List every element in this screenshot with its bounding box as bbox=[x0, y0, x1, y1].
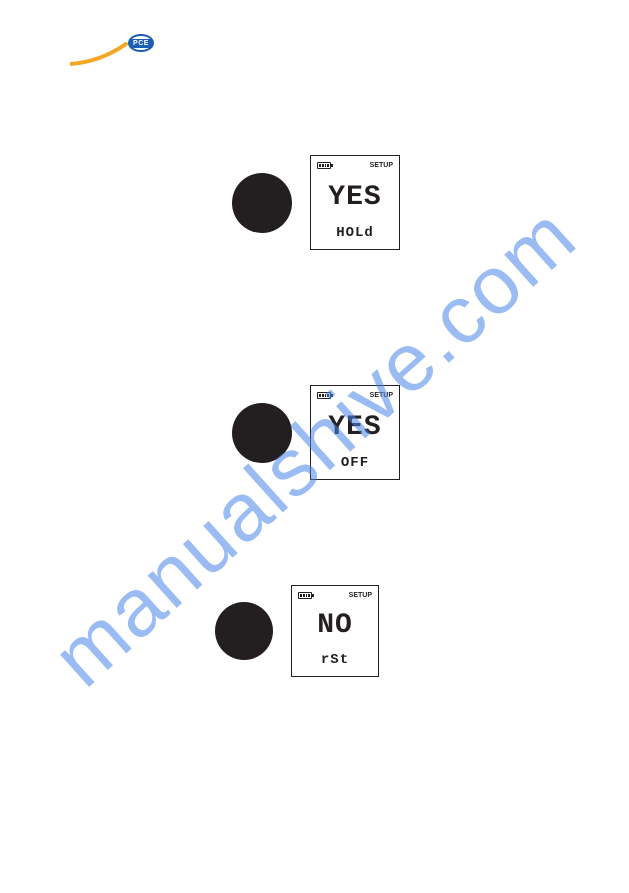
setup-label: SETUP bbox=[349, 592, 372, 599]
display-row-1: SETUP YES HOLd bbox=[232, 155, 400, 250]
display-row-3: SETUP NO rSt bbox=[215, 585, 379, 677]
lcd-sub-value: HOLd bbox=[317, 225, 393, 241]
button-circle bbox=[232, 173, 292, 233]
lcd-sub-value: rSt bbox=[298, 652, 372, 668]
lcd-main-value: YES bbox=[317, 169, 393, 225]
battery-icon bbox=[317, 162, 331, 169]
lcd-main-value: NO bbox=[298, 599, 372, 652]
battery-icon bbox=[298, 592, 312, 599]
lcd-status-bar: SETUP bbox=[298, 592, 372, 599]
setup-label: SETUP bbox=[370, 392, 393, 399]
lcd-status-bar: SETUP bbox=[317, 162, 393, 169]
battery-icon bbox=[317, 392, 331, 399]
button-circle bbox=[215, 602, 273, 660]
lcd-screen: SETUP NO rSt bbox=[291, 585, 379, 677]
lcd-screen: SETUP YES HOLd bbox=[310, 155, 400, 250]
pce-logo-text: PCE bbox=[130, 39, 152, 48]
lcd-main-value: YES bbox=[317, 399, 393, 455]
lcd-status-bar: SETUP bbox=[317, 392, 393, 399]
button-circle bbox=[232, 403, 292, 463]
pce-logo-badge: PCE bbox=[128, 34, 154, 52]
display-row-2: SETUP YES OFF bbox=[232, 385, 400, 480]
lcd-sub-value: OFF bbox=[317, 455, 393, 471]
setup-label: SETUP bbox=[370, 162, 393, 169]
lcd-screen: SETUP YES OFF bbox=[310, 385, 400, 480]
